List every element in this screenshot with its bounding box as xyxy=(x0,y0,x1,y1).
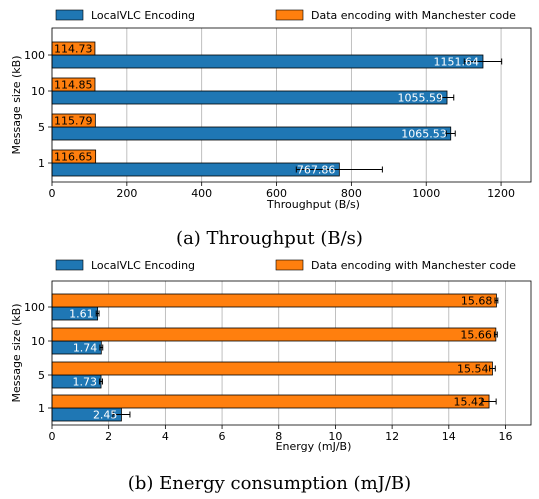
x-tick-label: 1200 xyxy=(487,187,515,200)
figure-caption: (b) Energy consumption (mJ/B) xyxy=(128,473,411,494)
legend-swatch xyxy=(275,9,304,21)
bar-manchester xyxy=(51,293,497,308)
legend-label: LocalVLC Encoding xyxy=(91,259,195,272)
data-label: 767.86 xyxy=(297,164,336,177)
x-tick-label: 400 xyxy=(191,187,212,200)
data-label: 1055.59 xyxy=(398,92,444,105)
bar-manchester xyxy=(51,394,490,409)
x-tick-label: 600 xyxy=(266,187,287,200)
plot-frame xyxy=(51,27,532,183)
legend-swatch xyxy=(55,9,84,21)
y-axis-label: Message size (kB) xyxy=(10,55,23,154)
x-tick-label: 4 xyxy=(162,430,169,443)
x-tick-label: 12 xyxy=(385,430,399,443)
legend-label: LocalVLC Encoding xyxy=(91,9,195,22)
legend: LocalVLC Encoding Data encoding with Manc… xyxy=(55,9,516,22)
bar-localvlc xyxy=(51,90,448,105)
plot-frame xyxy=(51,280,532,426)
y-tick-label: 1 xyxy=(38,402,45,415)
bar-manchester xyxy=(51,361,493,376)
y-tick-label: 5 xyxy=(38,121,45,134)
data-label: 15.42 xyxy=(454,396,486,409)
legend: LocalVLC Encoding Data encoding with Manc… xyxy=(55,259,516,272)
x-tick-label: 800 xyxy=(341,187,362,200)
y-tick-label: 10 xyxy=(31,335,45,348)
data-label: 114.85 xyxy=(54,79,93,92)
data-label: 2.45 xyxy=(93,409,118,422)
x-tick-label: 8 xyxy=(275,430,282,443)
figure-caption: (a) Throughput (B/s) xyxy=(176,228,363,249)
y-tick-label: 100 xyxy=(24,301,45,314)
data-label: 1.74 xyxy=(73,342,98,355)
legend-swatch xyxy=(275,259,304,271)
chart-panel-b: 0 2 4 6 8 10 12 14 16 1 2.45 15.42 5 1.73 15.54 10 1.74 1… xyxy=(10,259,532,494)
x-tick-label: 16 xyxy=(498,430,512,443)
bar-manchester xyxy=(51,327,497,342)
y-tick-label: 100 xyxy=(24,49,45,62)
x-tick-label: 10 xyxy=(328,430,342,443)
data-label: 15.66 xyxy=(460,329,492,342)
bar-localvlc xyxy=(51,54,484,69)
data-label: 15.68 xyxy=(461,295,493,308)
bar-localvlc xyxy=(51,126,452,141)
chart-panel-a: 0 200 400 600 800 1000 1200 1 767.86 116.65 5 1065.… xyxy=(10,9,532,249)
y-tick-label: 10 xyxy=(31,85,45,98)
data-label: 114.73 xyxy=(54,43,93,56)
x-axis-label: Energy (mJ/B) xyxy=(276,440,352,453)
legend-label: Data encoding with Manchester code xyxy=(311,259,516,272)
x-tick-label: 14 xyxy=(442,430,456,443)
legend-label: Data encoding with Manchester code xyxy=(311,9,516,22)
data-label: 1151.64 xyxy=(433,56,479,69)
data-label: 1.61 xyxy=(69,308,94,321)
x-tick-label: 1000 xyxy=(412,187,440,200)
y-tick-label: 5 xyxy=(38,369,45,382)
x-axis-label: Throughput (B/s) xyxy=(266,198,360,211)
x-tick-label: 200 xyxy=(116,187,137,200)
x-tick-label: 6 xyxy=(219,430,226,443)
y-tick-label: 1 xyxy=(38,157,45,170)
x-tick-label: 0 xyxy=(49,430,56,443)
data-label: 1.73 xyxy=(73,376,98,389)
data-label: 15.54 xyxy=(457,363,489,376)
y-axis-label: Message size (kB) xyxy=(10,303,23,402)
data-label: 116.65 xyxy=(54,151,93,164)
x-tick-label: 2 xyxy=(105,430,112,443)
data-label: 115.79 xyxy=(54,115,93,128)
data-label: 1065.53 xyxy=(401,128,447,141)
legend-swatch xyxy=(55,259,84,271)
x-tick-label: 0 xyxy=(49,187,56,200)
